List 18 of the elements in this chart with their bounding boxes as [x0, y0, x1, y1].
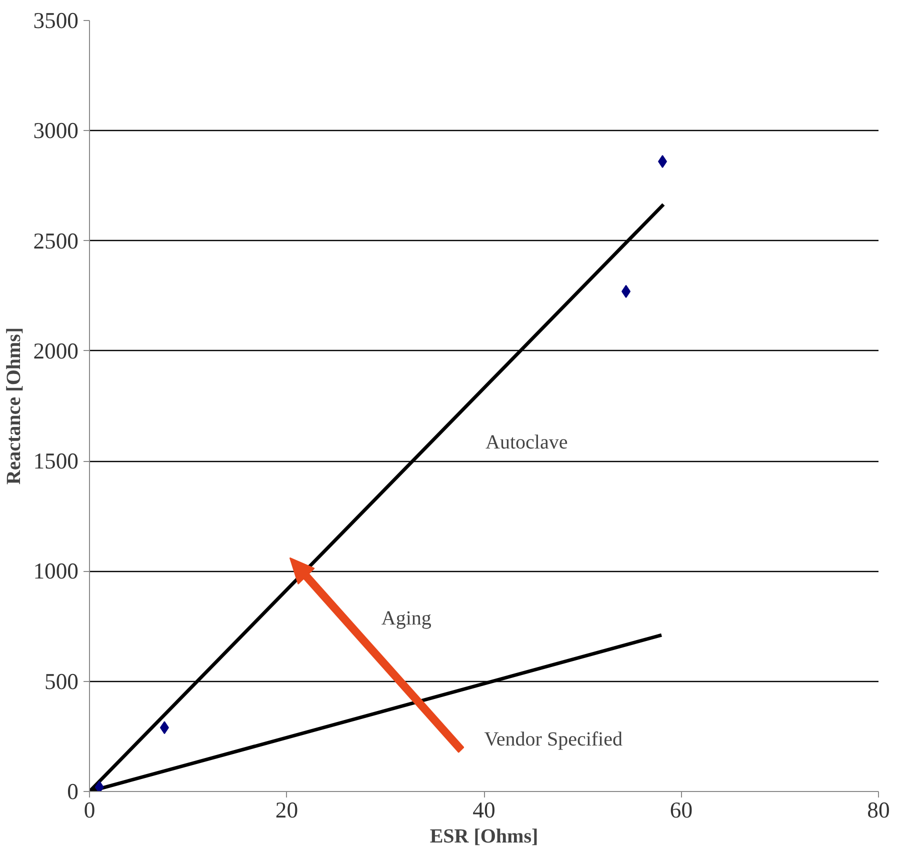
y-tick-label: 1500: [33, 448, 78, 474]
series-label: Autoclave: [486, 431, 568, 454]
x-tick-label: 0: [84, 798, 96, 822]
y-tick-label: 500: [44, 668, 78, 694]
text: Vendor Specified: [484, 728, 622, 751]
x-axis-title: ESR [Ohms]: [430, 826, 538, 848]
y-tick-label: 2500: [33, 228, 78, 254]
y-tick-label: 3000: [33, 118, 78, 144]
y-tick-label: 3500: [33, 8, 78, 33]
x-tick-label: 40: [472, 798, 496, 822]
y-tick-label: 1000: [33, 558, 78, 584]
x-tick-label: 20: [275, 798, 298, 822]
y-tick-label: 2000: [33, 338, 78, 364]
x-tick-label: 80: [867, 798, 890, 822]
y-tick-label: 0: [67, 779, 78, 804]
annotation: Aging: [381, 608, 432, 630]
y-axis-title: Reactance [Ohms]: [3, 327, 26, 485]
x-tick-label: 60: [670, 798, 693, 822]
